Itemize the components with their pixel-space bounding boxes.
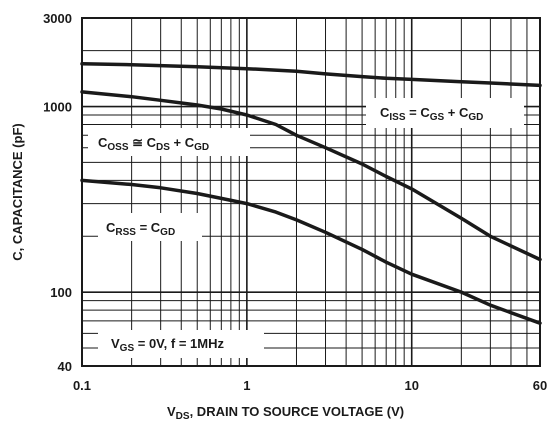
y-axis-label: C, CAPACITANCE (pF) [10,123,25,260]
annotation-ciss-part: = C [406,105,431,120]
annotation-coss-part: DS [156,142,170,153]
x-axis-label: VDS, DRAIN TO SOURCE VOLTAGE (V) [167,404,404,422]
x-tick-label: 10 [404,378,418,393]
x-axis-label-rest: , DRAIN TO SOURCE VOLTAGE (V) [190,404,405,419]
annotation-coss: COSS ≅ CDS + CGD [98,135,209,153]
x-axis-label-v: V [167,404,176,419]
annotation-ciss: CISS = CGS + CGD [380,105,483,123]
x-tick-label: 1 [243,378,250,393]
annotation-crss-part: RSS [115,227,136,238]
annotation-box-ciss [366,98,524,128]
annotation-box-coss [88,128,250,156]
y-tick-label: 1000 [43,100,72,115]
annotation-ciss-part: C [380,105,390,120]
annotation-coss-part: C [98,135,108,150]
annotation-coss-part: OSS [107,142,128,153]
annotation-box-conditions [98,330,264,358]
annotation-crss: CRSS = CGD [106,220,175,238]
annotation-conditions: VGS = 0V, f = 1MHz [111,336,224,354]
annotation-ciss-part: GS [430,112,445,123]
x-tick-labels: 0.1 1 10 60 [73,378,547,393]
series-line-c-oss [80,90,542,262]
annotation-ciss-part: GD [468,112,483,123]
annotation-conditions-part: = 0V, f = 1MHz [134,336,224,351]
grid [82,18,540,366]
series-line-c-rss [80,178,542,325]
annotation-crss-part: = C [136,220,161,235]
annotation-conditions-part: V [111,336,120,351]
y-tick-labels: 3000 1000 100 40 [43,11,72,374]
annotation-crss-part: GD [160,227,175,238]
x-tick-label: 60 [533,378,547,393]
x-tick-label: 0.1 [73,378,91,393]
plot-frame [81,17,541,367]
annotation-box-crss [98,213,202,241]
annotation-crss-part: C [106,220,116,235]
series-line-c-iss [80,62,542,88]
annotation-coss-part: GD [194,142,209,153]
annotation-coss-part: + C [170,135,195,150]
annotation-ciss-part: + C [444,105,469,120]
annotation-ciss-part: ISS [389,112,405,123]
y-tick-label: 40 [58,359,72,374]
annotation-coss-part: ≅ C [129,135,157,150]
annotation-conditions-part: GS [120,343,135,354]
y-tick-label: 100 [50,285,72,300]
series-layer [80,62,542,325]
y-tick-label: 3000 [43,11,72,26]
x-axis-label-sub: DS [176,411,190,422]
